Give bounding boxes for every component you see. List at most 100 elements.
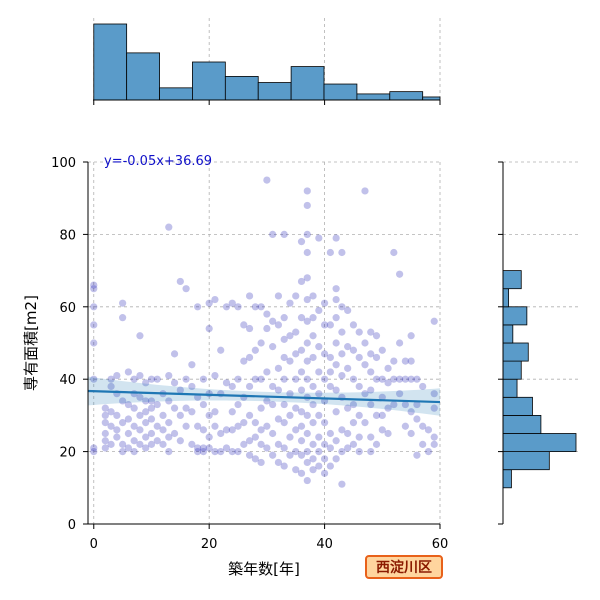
data-point bbox=[292, 292, 300, 300]
data-point bbox=[378, 411, 386, 419]
data-point bbox=[274, 458, 283, 467]
data-point bbox=[147, 404, 156, 412]
data-point bbox=[263, 324, 271, 333]
data-point bbox=[245, 324, 254, 333]
data-point bbox=[274, 386, 283, 394]
data-point bbox=[372, 353, 381, 362]
data-point bbox=[401, 400, 409, 409]
data-point bbox=[228, 382, 236, 391]
data-point bbox=[320, 299, 329, 307]
data-point bbox=[90, 448, 98, 456]
data-point bbox=[101, 429, 109, 438]
x-hist-bar bbox=[290, 66, 325, 101]
data-point bbox=[107, 382, 115, 391]
data-point bbox=[119, 419, 127, 427]
data-point bbox=[188, 361, 196, 369]
data-point bbox=[269, 382, 277, 391]
data-point bbox=[430, 440, 438, 448]
data-point bbox=[142, 419, 150, 427]
data-point bbox=[303, 187, 311, 195]
data-point bbox=[165, 433, 173, 441]
data-point bbox=[297, 451, 306, 459]
data-point bbox=[338, 350, 346, 358]
y-tick-label: 0 bbox=[68, 518, 76, 533]
data-point bbox=[280, 462, 288, 470]
data-point bbox=[153, 437, 161, 445]
data-point bbox=[170, 404, 179, 412]
data-point bbox=[269, 451, 277, 459]
data-point bbox=[147, 440, 156, 448]
data-point bbox=[159, 411, 167, 419]
data-point bbox=[320, 419, 329, 427]
data-point bbox=[269, 429, 277, 438]
x-hist-bar bbox=[159, 87, 193, 101]
data-point bbox=[297, 346, 306, 354]
data-point bbox=[332, 339, 340, 347]
data-point bbox=[194, 444, 202, 452]
data-point bbox=[320, 469, 329, 477]
data-point bbox=[315, 448, 323, 456]
data-point bbox=[297, 238, 306, 246]
data-point bbox=[367, 368, 375, 376]
data-point bbox=[396, 375, 404, 383]
y-axis-title: 専有面積[m2] bbox=[22, 295, 40, 391]
data-point bbox=[182, 404, 190, 412]
data-point bbox=[378, 346, 386, 354]
data-point bbox=[355, 382, 363, 391]
data-point bbox=[130, 437, 138, 445]
data-point bbox=[130, 422, 138, 430]
data-point bbox=[286, 411, 294, 419]
data-point bbox=[205, 444, 213, 452]
y-tick-label: 80 bbox=[59, 228, 76, 243]
data-point bbox=[188, 382, 196, 391]
data-point bbox=[280, 230, 288, 238]
data-point bbox=[326, 321, 334, 329]
y-hist-bar bbox=[502, 451, 550, 471]
data-point bbox=[222, 444, 231, 452]
data-point bbox=[159, 426, 167, 434]
data-point bbox=[372, 332, 381, 340]
data-point bbox=[338, 371, 346, 380]
data-point bbox=[303, 339, 311, 347]
data-point bbox=[361, 419, 369, 427]
data-point bbox=[170, 379, 179, 387]
data-point bbox=[332, 234, 340, 242]
data-point bbox=[222, 303, 231, 311]
data-point bbox=[245, 451, 254, 459]
data-point bbox=[309, 353, 317, 362]
data-point bbox=[349, 321, 358, 329]
data-point bbox=[309, 400, 317, 409]
data-point bbox=[326, 382, 334, 391]
data-point bbox=[303, 429, 311, 438]
y-tick-label: 40 bbox=[59, 373, 76, 388]
data-point bbox=[384, 364, 392, 372]
y-hist-bar bbox=[502, 270, 522, 290]
data-point bbox=[338, 480, 346, 488]
data-point bbox=[188, 440, 196, 448]
data-point bbox=[234, 422, 242, 430]
data-point bbox=[424, 448, 433, 456]
data-point bbox=[280, 353, 288, 362]
x-hist-bar bbox=[389, 91, 424, 101]
data-point bbox=[384, 379, 392, 387]
data-point bbox=[344, 306, 352, 315]
data-point bbox=[263, 397, 271, 405]
data-point bbox=[182, 285, 190, 293]
data-point bbox=[199, 444, 208, 452]
data-point bbox=[113, 411, 121, 419]
data-point bbox=[372, 375, 381, 383]
data-point bbox=[119, 397, 127, 405]
data-point bbox=[211, 422, 219, 430]
data-point bbox=[344, 429, 352, 438]
data-point bbox=[205, 411, 213, 419]
data-point bbox=[407, 332, 415, 340]
regression-equation: y=-0.05x+36.69 bbox=[104, 154, 212, 169]
data-point bbox=[205, 324, 213, 333]
data-point bbox=[176, 277, 184, 286]
y-hist-bar bbox=[502, 378, 518, 398]
data-point bbox=[419, 422, 427, 430]
data-point bbox=[292, 328, 300, 336]
data-point bbox=[292, 350, 300, 358]
data-point bbox=[286, 451, 294, 459]
data-point bbox=[407, 375, 415, 383]
